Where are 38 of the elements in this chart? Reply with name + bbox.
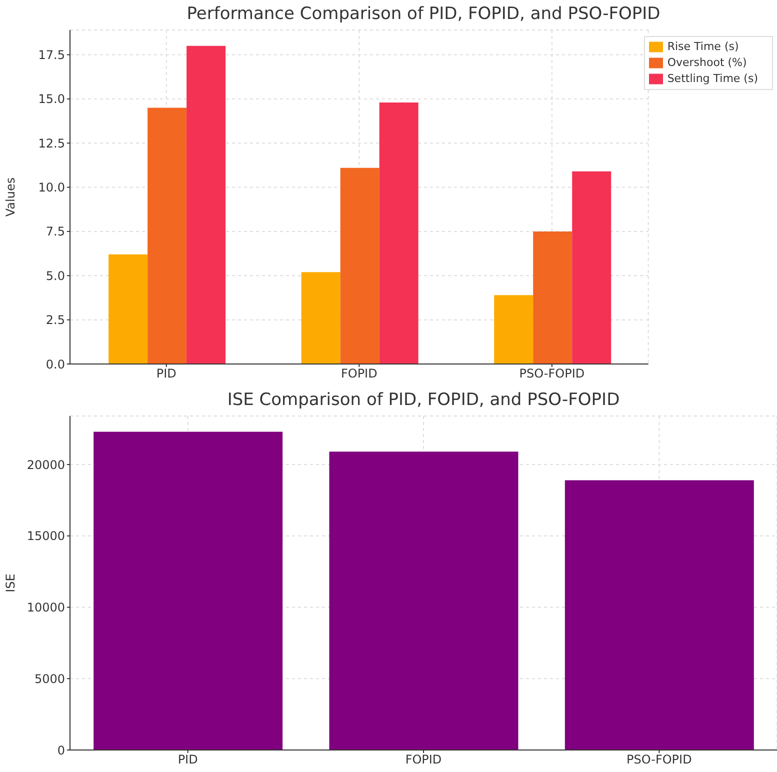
x-tick-label: PID <box>178 752 198 767</box>
y-tick-label: 10.0 <box>38 180 65 195</box>
y-axis-title: Values <box>3 177 18 217</box>
x-tick-label: FOPID <box>340 366 378 381</box>
x-tick-label: FOPID <box>405 752 442 767</box>
y-tick-label: 0 <box>57 743 65 758</box>
bar <box>564 480 754 750</box>
bar <box>494 295 534 364</box>
y-tick-label: 7.5 <box>46 224 65 239</box>
bar <box>379 102 418 364</box>
y-tick-label: 20000 <box>26 458 65 472</box>
y-tick-label: 12.5 <box>38 136 65 150</box>
x-tick-label: PID <box>156 366 176 381</box>
y-tick-label: 10000 <box>26 600 65 615</box>
y-tick-label: 17.5 <box>38 48 65 62</box>
y-tick-label: 5000 <box>34 672 65 686</box>
y-tick-label: 5.0 <box>46 268 65 283</box>
bar <box>108 254 148 364</box>
y-tick-label: 0.0 <box>46 357 65 372</box>
legend-label: Rise Time (s) <box>667 40 739 53</box>
y-axis-title: ISE <box>3 574 18 592</box>
bar <box>301 272 340 364</box>
legend-label: Settling Time (s) <box>667 72 758 85</box>
bar <box>94 432 283 750</box>
x-tick-label: PSO-FOPID <box>626 752 692 767</box>
chart-title: ISE Comparison of PID, FOPID, and PSO-FOPID <box>226 390 621 410</box>
chart-title: Performance Comparison of PID, FOPID, and PSO-FOPID <box>186 4 662 24</box>
bar <box>533 231 572 364</box>
bar <box>186 46 226 364</box>
y-tick-label: 15000 <box>26 529 65 544</box>
x-tick-label: PSO-FOPID <box>519 366 585 381</box>
y-tick-label: 2.5 <box>46 313 65 328</box>
bar <box>148 108 187 364</box>
bar <box>340 168 380 364</box>
y-tick-label: 15.0 <box>38 92 65 106</box>
bar <box>572 171 612 364</box>
legend-label: Overshoot (%) <box>667 56 747 69</box>
bar <box>329 452 518 750</box>
